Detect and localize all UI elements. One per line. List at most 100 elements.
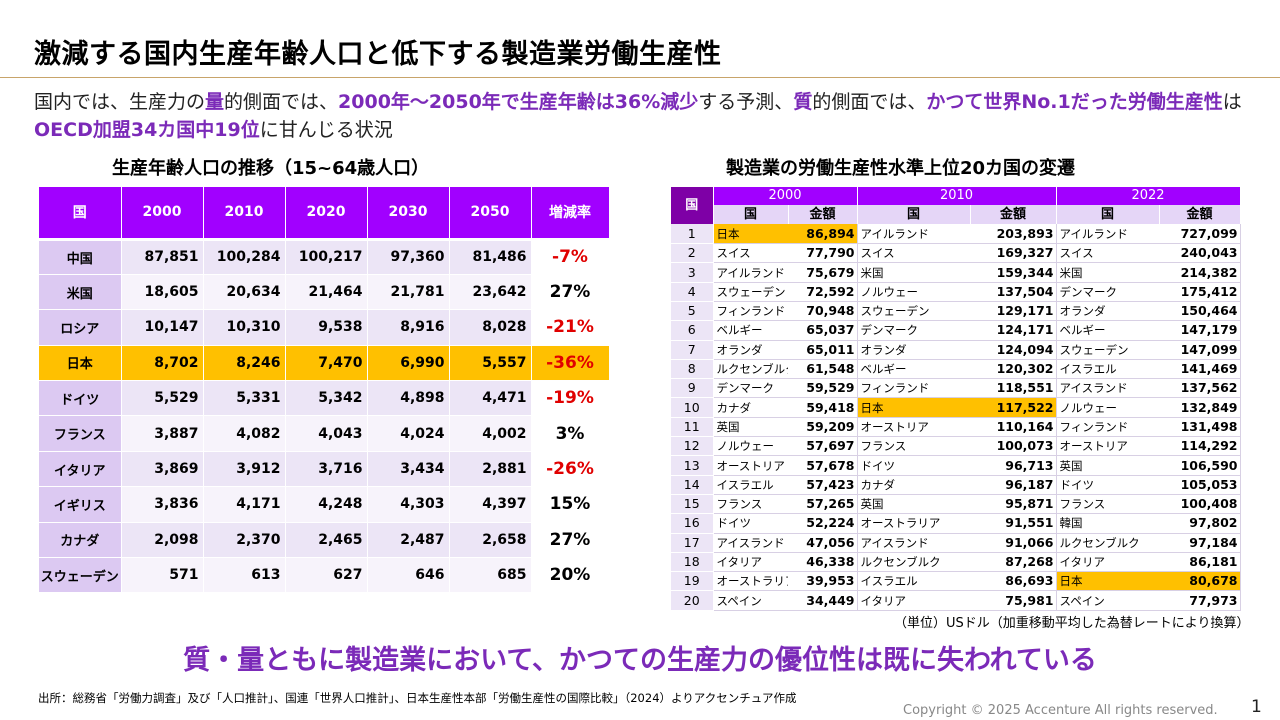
change-rate-cell: 15%	[531, 486, 610, 523]
country-cell: スイス	[857, 243, 970, 264]
table-row: 14 イスラエル 57,423 カナダ 96,187 ドイツ 105,053	[671, 475, 1241, 495]
population-value-cell: 2,098	[121, 522, 204, 559]
amount-cell: 86,181	[1159, 552, 1241, 573]
population-value-cell: 4,082	[203, 415, 286, 452]
amount-cell: 75,679	[788, 262, 858, 283]
amount-cell: 150,464	[1159, 301, 1241, 322]
population-value-cell: 8,916	[367, 309, 450, 346]
country-cell: ドイツ	[713, 513, 788, 534]
country-cell: イタリア	[713, 552, 788, 573]
productivity-table: 国 2000 2010 2022 国 金額 国 金額 国 金額 1 日本 86,89…	[671, 187, 1241, 611]
table-row: イタリア 3,869 3,912 3,716 3,434 2,881 -26%	[39, 451, 610, 488]
country-cell: ノルウェー	[1056, 397, 1159, 418]
amount-cell: 124,094	[970, 340, 1057, 360]
amount-cell: 91,551	[970, 513, 1057, 534]
year-header-2022: 2022	[1056, 187, 1241, 205]
amount-cell: 59,418	[788, 397, 858, 418]
amount-cell: 131,498	[1159, 417, 1241, 438]
table-row: 13 オーストリア 57,678 ドイツ 96,713 英国 106,590	[671, 455, 1241, 476]
country-cell: フランス	[39, 415, 122, 452]
population-value-cell: 21,781	[367, 274, 450, 311]
rank-cell: 15	[671, 494, 714, 515]
population-value-cell: 2,465	[285, 522, 368, 559]
table-row: 17 アイスランド 47,056 アイスランド 91,066 ルクセンブルク 97,184	[671, 533, 1241, 553]
country-cell: 米国	[857, 262, 970, 283]
population-value-cell: 2,881	[449, 451, 532, 488]
population-value-cell: 3,887	[121, 415, 204, 452]
country-cell: 英国	[857, 494, 970, 515]
amount-cell: 132,849	[1159, 397, 1241, 418]
col-amount: 金額	[970, 205, 1057, 225]
country-cell: スウェーデン	[1056, 340, 1159, 360]
change-rate-cell: -19%	[531, 380, 610, 417]
amount-cell: 147,099	[1159, 340, 1241, 360]
table-row: カナダ 2,098 2,370 2,465 2,487 2,658 27%	[39, 522, 610, 559]
population-value-cell: 7,470	[285, 345, 368, 382]
country-cell: 日本	[1056, 571, 1159, 592]
population-value-cell: 3,716	[285, 451, 368, 488]
population-value-cell: 5,557	[449, 345, 532, 382]
rank-cell: 10	[671, 397, 714, 418]
population-value-cell: 646	[367, 557, 450, 594]
country-cell: ベルギー	[713, 320, 788, 341]
country-cell: アイスランド	[1056, 378, 1159, 399]
country-cell: アイルランド	[857, 224, 970, 245]
amount-cell: 34,449	[788, 590, 858, 611]
country-cell: オーストリア	[713, 455, 788, 476]
source-note: 出所：総務省「労働力調査」及び「人口推計」、国連「世界人口推計」、日本生産性本部…	[38, 691, 797, 705]
amount-cell: 159,344	[970, 262, 1057, 283]
copyright: Copyright © 2025 Accenture All rights re…	[903, 703, 1218, 718]
amount-cell: 65,037	[788, 320, 858, 341]
population-value-cell: 21,464	[285, 274, 368, 311]
conclusion-text: 質・量ともに製造業において、かつての生産力の優位性は既に失われている	[183, 645, 1097, 676]
country-cell: イタリア	[39, 451, 122, 488]
population-value-cell: 2,487	[367, 522, 450, 559]
intro-highlight: かつて世界No.1だった労働生産性	[926, 91, 1223, 113]
country-cell: オーストリア	[857, 417, 970, 438]
population-value-cell: 100,217	[285, 239, 368, 275]
intro-segment: に甘んじる状況	[259, 119, 393, 141]
country-cell: オーストラリア	[713, 571, 788, 592]
amount-cell: 86,894	[788, 224, 858, 245]
amount-cell: 52,224	[788, 513, 858, 534]
population-header-cell: 増減率	[531, 187, 610, 241]
country-cell: イギリス	[39, 486, 122, 523]
amount-cell: 124,171	[970, 320, 1057, 341]
population-value-cell: 4,171	[203, 486, 286, 523]
amount-cell: 77,790	[788, 243, 858, 264]
country-cell: オランダ	[1056, 301, 1159, 322]
table-row: ドイツ 5,529 5,331 5,342 4,898 4,471 -19%	[39, 380, 610, 417]
population-header-cell: 2050	[449, 187, 532, 241]
amount-cell: 61,548	[788, 359, 858, 380]
country-cell: スペイン	[713, 590, 788, 611]
page-number: 1	[1251, 697, 1262, 717]
amount-cell: 65,011	[788, 340, 858, 360]
population-value-cell: 23,642	[449, 274, 532, 311]
population-value-cell: 613	[203, 557, 286, 594]
population-value-cell: 10,147	[121, 309, 204, 346]
change-rate-cell: 27%	[531, 522, 610, 559]
rank-cell: 12	[671, 436, 714, 457]
amount-cell: 100,073	[970, 436, 1057, 457]
population-value-cell: 81,486	[449, 239, 532, 275]
country-cell: 中国	[39, 239, 122, 275]
table-row: 6 ベルギー 65,037 デンマーク 124,171 ベルギー 147,179	[671, 320, 1241, 341]
population-value-cell: 685	[449, 557, 532, 594]
population-table-title: 生産年齢人口の推移（15~64歳人口）	[112, 158, 430, 179]
unit-note: （単位）USドル（加重移動平均した為替レートにより換算）	[894, 616, 1250, 631]
amount-cell: 96,713	[970, 455, 1057, 476]
country-cell: ルクセンブルク	[857, 552, 970, 573]
change-rate-cell: -36%	[531, 345, 610, 382]
country-cell: フィンランド	[1056, 417, 1159, 438]
amount-cell: 39,953	[788, 571, 858, 592]
country-cell: 日本	[39, 345, 122, 382]
rank-cell: 4	[671, 282, 714, 302]
country-cell: カナダ	[857, 475, 970, 495]
country-cell: カナダ	[39, 522, 122, 559]
page-title: 激減する国内生産年齢人口と低下する製造業労働生産性	[34, 39, 722, 70]
country-cell: アイスランド	[713, 533, 788, 553]
productivity-table-title: 製造業の労働生産性水準上位20カ国の変遷	[726, 158, 1076, 179]
table-row: 日本 8,702 8,246 7,470 6,990 5,557 -36%	[39, 345, 610, 382]
country-cell: 英国	[713, 417, 788, 438]
amount-cell: 100,408	[1159, 494, 1241, 515]
